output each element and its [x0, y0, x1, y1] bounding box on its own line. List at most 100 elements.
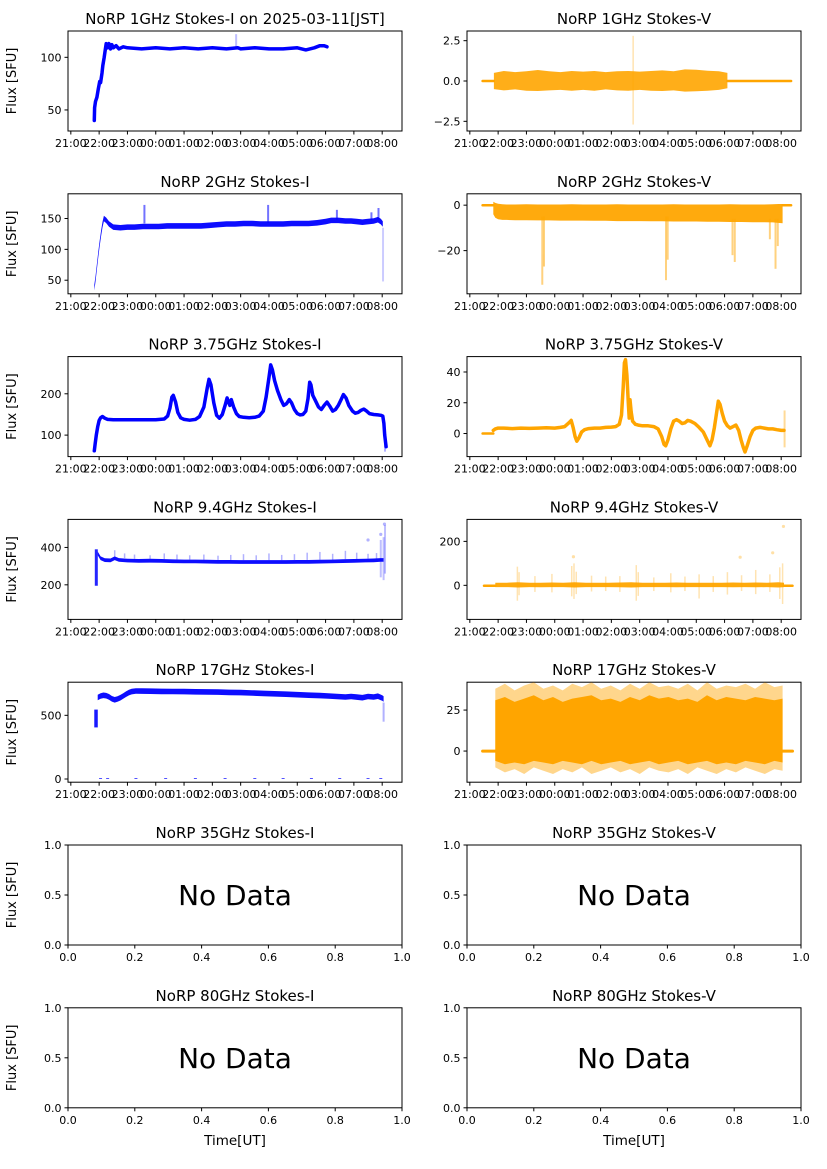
x-tick-label: 03:00	[624, 137, 656, 150]
x-tick-label: 06:00	[310, 625, 342, 638]
x-tick-label: 01:00	[567, 137, 599, 150]
x-tick-label: 23:00	[112, 300, 144, 313]
x-tick-label: 22:00	[482, 137, 514, 150]
x-tick-label: 21:00	[454, 137, 486, 150]
x-tick-label: 23:00	[511, 300, 543, 313]
x-tick-label: 08:00	[765, 463, 797, 476]
x-tick-label: 03:00	[624, 463, 656, 476]
plot-frame	[67, 681, 403, 783]
x-tick-label: 02:00	[197, 137, 229, 150]
x-tick-label: 03:00	[225, 137, 257, 150]
data-series-band	[94, 215, 383, 291]
y-axis-label: Flux [SFU]	[5, 211, 20, 278]
no-data-text: No Data	[577, 879, 691, 912]
x-tick-label: 07:00	[737, 300, 769, 313]
y-tick-label: 40	[447, 366, 461, 379]
x-tick-label: 04:00	[652, 137, 684, 150]
x-tick-label: 03:00	[624, 300, 656, 313]
x-tick-label: 22:00	[83, 463, 115, 476]
y-tick-label: 1.0	[443, 1002, 461, 1015]
x-tick-label: 06:00	[709, 463, 741, 476]
x-tick-label: 01:00	[168, 463, 200, 476]
x-tick-label: 0.0	[458, 951, 476, 964]
data-series-dot	[366, 538, 370, 542]
x-tick-label: 23:00	[112, 137, 144, 150]
data-series-band	[493, 201, 783, 224]
subplot-title: NoRP 17GHz Stokes-I	[156, 661, 315, 679]
y-tick-label: 50	[48, 104, 62, 117]
x-axis-label: Time[UT]	[203, 1133, 266, 1149]
subplot-title: NoRP 9.4GHz Stokes-I	[153, 498, 317, 516]
x-tick-label: 00:00	[140, 300, 172, 313]
data-series-group	[481, 35, 793, 125]
x-tick-label: 00:00	[140, 463, 172, 476]
y-tick-label: 20	[447, 397, 461, 410]
y-axis-label: Flux [SFU]	[5, 48, 20, 115]
no-data-text: No Data	[577, 1042, 691, 1075]
x-tick-label: 0.0	[59, 951, 77, 964]
y-tick-label: 100	[41, 243, 62, 256]
x-tick-label: 23:00	[511, 788, 543, 801]
subplot-title: NoRP 2GHz Stokes-I	[160, 173, 309, 191]
x-tick-label: 03:00	[624, 625, 656, 638]
x-tick-label: 05:00	[680, 625, 712, 638]
x-tick-label: 21:00	[55, 625, 87, 638]
x-tick-label: 02:00	[596, 463, 628, 476]
x-tick-label: 23:00	[112, 788, 144, 801]
x-tick-label: 07:00	[338, 788, 370, 801]
x-tick-label: 05:00	[281, 625, 313, 638]
x-tick-label: 22:00	[83, 788, 115, 801]
x-tick-label: 0.6	[659, 1114, 677, 1127]
x-tick-label: 0.6	[260, 951, 278, 964]
y-tick-label: 500	[41, 709, 62, 722]
x-tick-label: 05:00	[680, 788, 712, 801]
x-tick-label: 1.0	[792, 1114, 810, 1127]
x-tick-label: 06:00	[709, 300, 741, 313]
x-tick-label: 07:00	[338, 625, 370, 638]
x-tick-label: 04:00	[652, 788, 684, 801]
y-axis-label: Flux [SFU]	[5, 373, 20, 440]
data-series-group	[94, 688, 385, 780]
x-tick-label: 23:00	[511, 463, 543, 476]
y-tick-label: 0	[454, 199, 461, 212]
x-tick-label: 21:00	[55, 300, 87, 313]
subplot-title: NoRP 80GHz Stokes-V	[552, 987, 717, 1005]
x-tick-label: 03:00	[225, 463, 257, 476]
data-series-dot	[738, 555, 742, 559]
x-tick-label: 1.0	[393, 951, 411, 964]
y-tick-label: 1.0	[443, 839, 461, 852]
x-tick-label: 08:00	[765, 300, 797, 313]
plot-frame	[466, 681, 802, 783]
x-tick-label: 06:00	[709, 788, 741, 801]
x-tick-label: 0.2	[126, 1114, 144, 1127]
subplot-title: NoRP 9.4GHz Stokes-V	[550, 498, 719, 516]
x-tick-label: 02:00	[596, 625, 628, 638]
x-tick-label: 0.0	[59, 1114, 77, 1127]
subplot-title: NoRP 1GHz Stokes-I on 2025-03-11[JST]	[85, 10, 385, 28]
data-series-group	[92, 363, 388, 453]
data-series-dot	[382, 522, 387, 526]
x-tick-label: 04:00	[253, 788, 285, 801]
x-tick-label: 08:00	[366, 463, 398, 476]
y-axis-label: Flux [SFU]	[5, 1025, 20, 1092]
x-tick-label: 06:00	[709, 137, 741, 150]
x-tick-label: 21:00	[55, 788, 87, 801]
x-tick-label: 04:00	[652, 463, 684, 476]
plot-frame	[466, 193, 802, 295]
x-tick-label: 0.8	[725, 1114, 743, 1127]
x-tick-label: 0.4	[193, 951, 211, 964]
y-tick-label: 0.5	[44, 889, 62, 902]
y-tick-label: 400	[41, 541, 62, 554]
x-tick-label: 22:00	[83, 137, 115, 150]
x-tick-label: 06:00	[310, 300, 342, 313]
x-tick-label: 0.0	[458, 1114, 476, 1127]
plot-frame	[466, 518, 802, 620]
x-tick-label: 05:00	[680, 300, 712, 313]
x-tick-label: 23:00	[112, 463, 144, 476]
x-tick-label: 0.2	[126, 951, 144, 964]
x-tick-label: 08:00	[765, 788, 797, 801]
x-tick-label: 23:00	[511, 625, 543, 638]
data-series-band	[495, 695, 783, 765]
data-series-band	[493, 69, 728, 92]
